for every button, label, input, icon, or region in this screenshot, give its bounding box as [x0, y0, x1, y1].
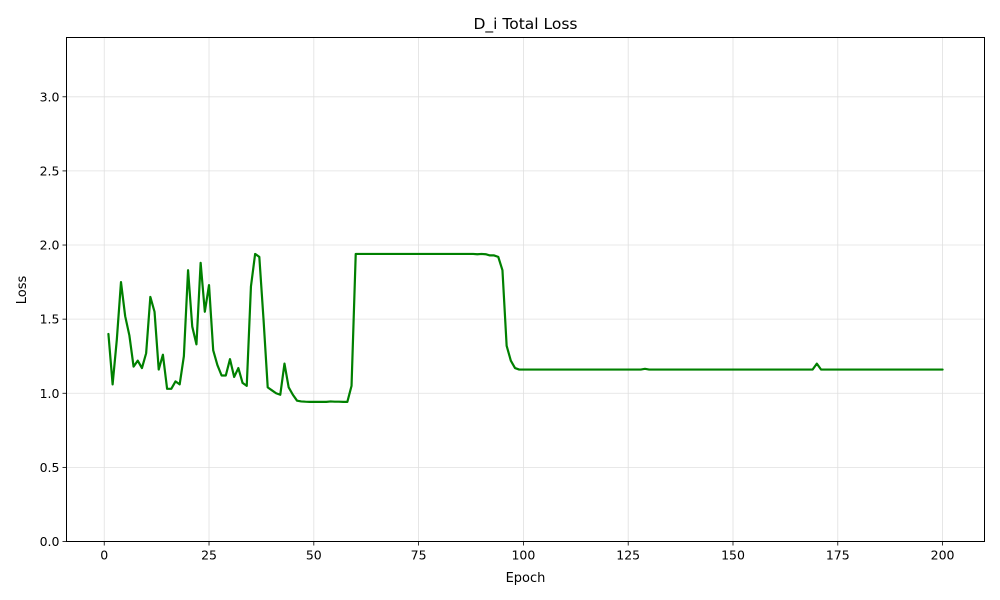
x-tick-label: 25 [201, 548, 217, 563]
y-axis-ticks: 0.0 0.5 1.0 1.5 2.0 2.5 3.0 [40, 89, 67, 549]
x-tick-label: 175 [826, 548, 850, 563]
y-tick-label: 2.5 [40, 163, 60, 178]
x-axis-ticks: 0 25 50 75 100 125 150 175 200 [100, 541, 955, 563]
y-tick-label: 2.0 [40, 238, 60, 253]
x-tick-label: 75 [411, 548, 427, 563]
series-line-0 [107, 252, 944, 403]
y-tick-label: 3.0 [40, 89, 60, 104]
y-tick-label: 0.5 [40, 460, 60, 475]
plot-frame [66, 37, 985, 542]
chart-title: D_i Total Loss [473, 15, 577, 34]
y-tick-label: 1.0 [40, 386, 60, 401]
grid [66, 37, 985, 542]
x-tick-label: 100 [511, 548, 535, 563]
y-tick-label: 1.5 [40, 312, 60, 327]
x-tick-label: 0 [100, 548, 108, 563]
series-lines [107, 252, 944, 403]
x-tick-label: 200 [931, 548, 955, 563]
x-tick-label: 125 [616, 548, 640, 563]
x-axis-label: Epoch [506, 571, 546, 586]
x-tick-label: 150 [721, 548, 745, 563]
x-tick-label: 50 [306, 548, 322, 563]
y-tick-label: 0.0 [40, 534, 60, 549]
y-axis-label: Loss [15, 276, 30, 305]
